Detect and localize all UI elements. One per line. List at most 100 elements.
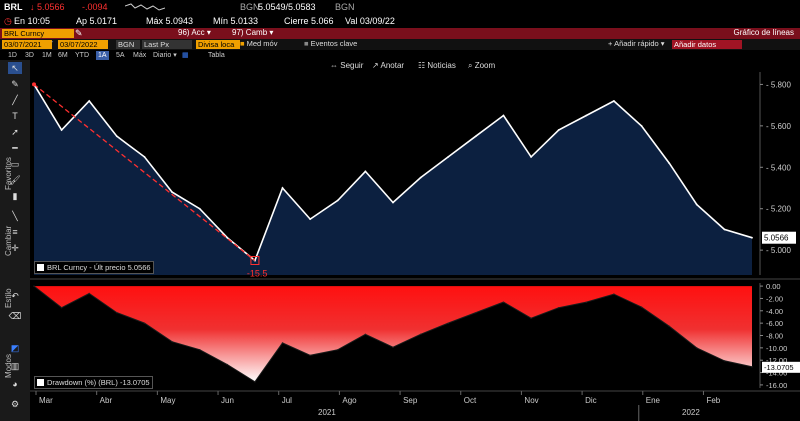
measure-icon[interactable]: ▮: [12, 191, 18, 201]
add-data-button[interactable]: Añadir datos: [672, 40, 742, 49]
time-label: En 10:05: [14, 16, 51, 26]
undo-icon[interactable]: ↶: [11, 291, 19, 301]
period-ytd[interactable]: YTD: [75, 52, 89, 59]
price-point: [115, 135, 118, 138]
chart-type-label[interactable]: Gráfico de líneas: [733, 28, 794, 37]
quick-add-button[interactable]: + Añadir rápido ▾: [608, 39, 665, 48]
cursor-arrow-icon[interactable]: ↖: [8, 62, 22, 74]
drawdown-last-value: -13.0705: [764, 363, 794, 372]
period-max[interactable]: Máx: [133, 52, 147, 59]
move-icon[interactable]: ✛: [11, 243, 19, 253]
table-button[interactable]: Tabla: [208, 52, 225, 59]
period-1m[interactable]: 1M: [42, 52, 52, 59]
text-tool-icon[interactable]: T: [12, 111, 18, 121]
price-field-select[interactable]: Last Px: [142, 40, 192, 49]
price-point: [198, 207, 201, 210]
drawing-toolbar: ↖ ✎ ╱ T ➚ ━ ▭ 🖌 ▮ ╲ ≡ ✛ ↶ ⌫ ◩ ▥ ◕ ⚙ Favo…: [0, 60, 30, 421]
horizontal-line-icon[interactable]: ━: [12, 143, 18, 153]
drawdown-tick-label: -6.00: [766, 319, 783, 328]
price-area: [34, 84, 752, 276]
brush-icon[interactable]: 🖌: [9, 175, 21, 185]
price-tick-label: - 5.000: [766, 246, 791, 255]
layout-icon[interactable]: ▥: [10, 361, 20, 371]
price-point: [695, 203, 698, 206]
ask-source: BGN: [335, 2, 355, 12]
drawdown-point: [530, 317, 532, 319]
price-tick-label: - 5.600: [766, 122, 791, 131]
trend-line-icon[interactable]: ╲: [12, 211, 18, 221]
sparkline-icon: [125, 3, 165, 11]
news-button[interactable]: ☷ Noticias: [418, 61, 456, 70]
studies-button[interactable]: ■ Med móv: [240, 39, 278, 48]
date-separator: -: [51, 39, 54, 46]
year-label-2021: 2021: [318, 408, 336, 417]
parameters-bar: 03/07/2021 - 03/07/2022 BGN Last Px Divi…: [0, 39, 800, 50]
drawdown-point: [60, 307, 63, 309]
currency-select[interactable]: Divisa loca: [196, 40, 240, 49]
calendar-icon[interactable]: ▦: [182, 52, 189, 59]
end-date-input[interactable]: 03/07/2022: [58, 40, 108, 49]
gear-icon[interactable]: ⚙: [10, 399, 20, 409]
frequency-select[interactable]: Diario ▾: [153, 52, 177, 59]
drawdown-tick-label: -14.00: [766, 369, 787, 378]
price-point: [336, 199, 339, 202]
fibonacci-icon[interactable]: ≡: [12, 227, 18, 237]
price-tick-label: - 5.800: [766, 80, 791, 89]
price-point: [392, 201, 394, 204]
x-tick-label: Sep: [403, 396, 418, 405]
line-tool-icon[interactable]: ╱: [12, 95, 18, 105]
arrow-tool-icon[interactable]: ➚: [11, 127, 19, 137]
x-tick-label: Oct: [464, 396, 477, 405]
drawdown-pane: -16.00 -14.00 -12.00 -10.00 -8.00 -6.00 -4.00 -…: [33, 282, 800, 390]
drawdown-tick-label: -4.00: [766, 307, 783, 316]
price-last-tag: [762, 231, 796, 244]
eraser-icon[interactable]: ⌫: [8, 311, 22, 321]
x-tick-label: Ene: [646, 396, 661, 405]
price-source: BGN: [240, 2, 260, 12]
period-6m[interactable]: 6M: [58, 52, 68, 59]
rectangle-icon[interactable]: ▭: [10, 159, 20, 169]
edit-icon[interactable]: ✎: [75, 28, 83, 38]
drawdown-point: [557, 307, 560, 309]
price-legend[interactable]: BRL Curncy - Últ precio 5.0566: [34, 261, 154, 274]
period-1d[interactable]: 1D: [8, 52, 17, 59]
bid-ask: 5.0549/5.0583: [258, 2, 316, 12]
pencil-icon[interactable]: ✎: [11, 79, 19, 89]
price-point: [723, 228, 726, 231]
x-tick-label: Abr: [100, 396, 113, 405]
drawdown-legend[interactable]: Drawdown (%) (BRL) -13.0705: [34, 376, 153, 389]
zoom-button[interactable]: ⌕ Zoom: [468, 61, 496, 70]
period-5a[interactable]: 5A: [116, 52, 125, 59]
open-label: Ap 5.0171: [76, 16, 118, 26]
period-3d[interactable]: 3D: [25, 52, 34, 59]
start-date-input[interactable]: 03/07/2021: [2, 40, 52, 49]
price-point: [364, 170, 367, 173]
period-1a[interactable]: 1A: [96, 51, 109, 60]
security-field[interactable]: BRL Curncy: [2, 29, 74, 38]
follow-button[interactable]: ⇔ Seguir: [330, 61, 364, 70]
x-tick-label: Dic: [585, 396, 597, 405]
change-menu[interactable]: 97) Camb ▾: [232, 28, 274, 37]
drawdown-tick-label: 0.00: [766, 282, 781, 291]
close-label: Cierre 5.066: [284, 16, 334, 26]
actions-menu[interactable]: 96) Acc ▾: [178, 28, 211, 37]
magnet-icon[interactable]: ◩: [10, 343, 20, 353]
x-tick-label: Nov: [524, 396, 538, 405]
price-point: [171, 191, 173, 194]
drawdown-point: [613, 293, 615, 295]
ticker[interactable]: BRL: [4, 2, 23, 12]
drawdown-tick-label: -8.00: [766, 332, 783, 341]
annotate-button[interactable]: ↗ Anotar: [372, 61, 405, 70]
annotation-start-point: [32, 82, 36, 87]
drawdown-point: [337, 349, 339, 351]
drawdown-tick-label: -12.00: [766, 356, 787, 365]
price-point: [226, 236, 229, 239]
legend-swatch: [37, 264, 44, 271]
drawdown-tick-label: -10.00: [766, 344, 787, 353]
price-point: [88, 100, 91, 102]
color-wheel-icon[interactable]: ◕: [12, 379, 18, 389]
events-button[interactable]: ■ Eventos clave: [304, 39, 358, 48]
drawdown-tick-label: -16.00: [766, 381, 787, 390]
drawdown-area: [34, 286, 752, 382]
source-select[interactable]: BGN: [116, 40, 140, 49]
